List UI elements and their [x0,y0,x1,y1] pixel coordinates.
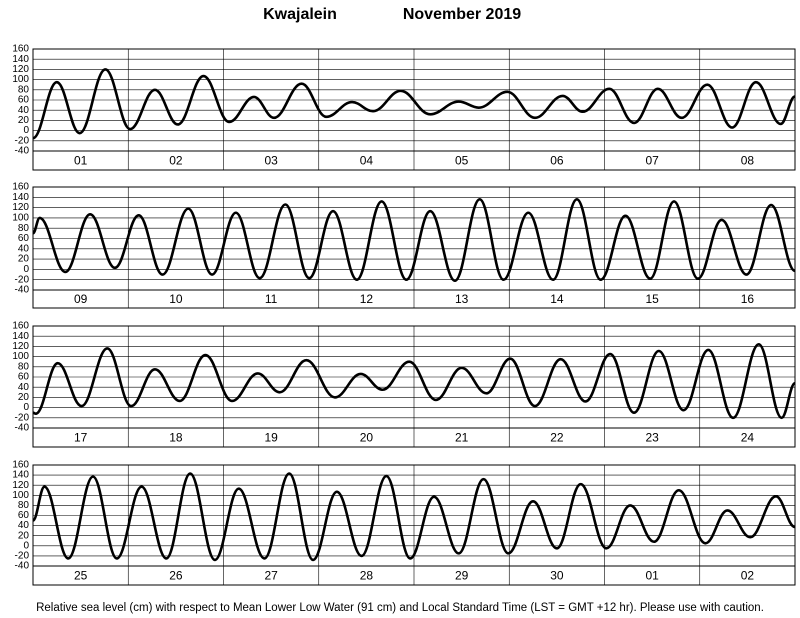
y-tick-label: 120 [12,480,29,491]
y-tick-label: 20 [18,392,30,403]
day-label: 03 [264,154,278,168]
title: Kwajalein [263,6,337,23]
y-tick-label: 140 [12,470,29,481]
day-label: 01 [74,154,88,168]
y-tick-label: -40 [15,285,30,296]
day-label: 24 [741,431,755,445]
y-tick-label: 100 [12,490,29,501]
day-label: 20 [360,431,374,445]
y-tick-label: 80 [18,84,30,95]
y-tick-label: 60 [18,510,30,521]
y-tick-label: -20 [15,135,30,146]
y-tick-label: 60 [18,372,30,383]
y-tick-label: 120 [12,341,29,352]
month: November 2019 [403,6,521,23]
y-tick-label: 20 [18,115,30,126]
day-label: 25 [74,569,88,583]
y-tick-label: 60 [18,95,30,106]
day-label: 21 [455,431,469,445]
day-label: 02 [741,569,755,583]
day-label: 02 [169,154,183,168]
footer: Relative sea level (cm) with respect to … [36,602,764,614]
day-label: 23 [645,431,659,445]
y-tick-label: 160 [12,44,29,55]
day-label: 12 [360,292,374,306]
y-tick-label: -40 [15,423,30,434]
day-label: 15 [645,292,659,306]
panel-frame [32,186,796,309]
y-tick-label: 60 [18,233,30,244]
y-tick-label: 160 [12,182,29,193]
tide-curve [31,472,796,562]
day-label: 13 [455,292,469,306]
y-tick-label: 40 [18,243,30,254]
y-tick-label: 40 [18,105,30,116]
day-label: 06 [550,154,564,168]
y-tick-label: 80 [18,361,30,372]
day-label: 16 [741,292,755,306]
y-tick-label: -40 [15,146,30,157]
y-tick-label: -20 [15,551,30,562]
day-label: 27 [264,569,278,583]
y-tick-label: 160 [12,460,29,471]
day-label: 05 [455,154,469,168]
day-label: 10 [169,292,183,306]
y-tick-label: 80 [18,500,30,511]
y-tick-label: 120 [12,64,29,75]
tide-curve [32,198,796,283]
panel-frame [32,48,796,171]
day-label: 18 [169,431,183,445]
day-label: 04 [360,154,374,168]
day-label: 08 [741,154,755,168]
day-label: 28 [360,569,374,583]
day-label: 01 [645,569,659,583]
day-label: 07 [645,154,659,168]
y-tick-label: -20 [15,274,30,285]
panel-frame [32,325,796,448]
y-tick-label: 40 [18,382,30,393]
y-tick-label: 140 [12,54,29,65]
day-label: 17 [74,431,88,445]
day-label: 26 [169,569,183,583]
day-label: 19 [264,431,278,445]
y-tick-label: 0 [23,540,29,551]
y-tick-label: 120 [12,202,29,213]
day-label: 14 [550,292,564,306]
y-tick-label: 140 [12,192,29,203]
y-tick-label: 40 [18,520,30,531]
y-tick-label: 100 [12,74,29,85]
tide-curve [32,68,796,140]
day-label: 09 [74,292,88,306]
y-tick-label: 0 [23,402,29,413]
tide-curve [32,343,797,420]
y-tick-label: 100 [12,351,29,362]
y-tick-label: 20 [18,254,30,265]
day-label: 30 [550,569,564,583]
day-label: 22 [550,431,564,445]
y-tick-label: 20 [18,530,30,541]
panel-frame [32,464,796,586]
y-tick-label: 160 [12,321,29,332]
day-label: 29 [455,569,469,583]
y-tick-label: -20 [15,412,30,423]
y-tick-label: 80 [18,223,30,234]
y-tick-label: 0 [23,264,29,275]
y-tick-label: 140 [12,331,29,342]
day-label: 11 [265,292,278,306]
y-tick-label: 100 [12,213,29,224]
y-tick-label: -40 [15,561,30,572]
y-tick-label: 0 [23,125,29,136]
